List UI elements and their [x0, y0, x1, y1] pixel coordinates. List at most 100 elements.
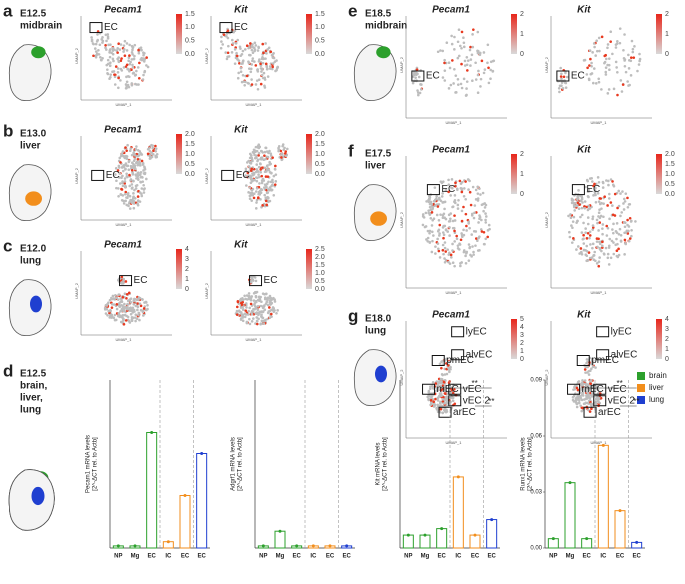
cell [125, 174, 129, 178]
cell [250, 63, 254, 66]
cell [616, 70, 619, 74]
point [261, 544, 265, 548]
cell [589, 382, 592, 385]
cell [572, 394, 576, 397]
cell [265, 182, 269, 186]
cell [441, 192, 444, 195]
cell [129, 312, 133, 316]
cell [598, 208, 601, 211]
cell [254, 64, 258, 67]
cell [247, 53, 251, 57]
cell [268, 316, 272, 319]
cell [462, 228, 465, 232]
cell [138, 302, 142, 306]
cell [267, 168, 271, 172]
cell [225, 35, 228, 38]
cell [585, 237, 589, 240]
embryo-outline [8, 44, 52, 101]
cell [415, 73, 418, 77]
cell [604, 73, 608, 76]
cell [593, 189, 597, 193]
bar [597, 444, 609, 549]
cell [449, 217, 452, 221]
cell [128, 43, 131, 47]
sig-label: ** [633, 397, 639, 406]
cell [438, 232, 441, 235]
x-tick-label: IC [310, 554, 317, 560]
cell [241, 319, 245, 323]
cell [124, 167, 127, 171]
cell [463, 187, 466, 190]
cell [154, 144, 157, 148]
cell [154, 147, 158, 150]
cell [263, 86, 267, 89]
cell [248, 306, 252, 310]
cell [440, 360, 443, 364]
cell [478, 187, 481, 190]
cell [260, 315, 263, 318]
cell [609, 256, 613, 260]
cell [465, 63, 469, 67]
cell [266, 298, 269, 301]
cell [237, 71, 240, 75]
cell [447, 61, 451, 64]
cell [245, 184, 248, 187]
cell [244, 167, 248, 171]
cell [616, 39, 619, 43]
cell [581, 384, 584, 387]
cell [451, 261, 455, 265]
cell [456, 56, 460, 60]
cell [274, 173, 278, 176]
cell [592, 42, 596, 45]
cell [267, 180, 270, 184]
cell [122, 199, 125, 203]
cell [280, 158, 284, 161]
cell [476, 192, 480, 195]
gene-name: Pecam1 [432, 5, 470, 16]
cell [276, 65, 280, 69]
bar [436, 528, 448, 549]
cluster-label: EC [234, 22, 248, 33]
cell [118, 172, 122, 175]
cell [630, 234, 633, 238]
cell [607, 183, 610, 187]
cell [227, 55, 231, 58]
cell [474, 61, 477, 65]
cell [254, 145, 258, 149]
cell [128, 149, 132, 153]
cell [130, 168, 134, 172]
cell [442, 212, 446, 216]
cell [130, 153, 134, 157]
colorbar-label: 0 [665, 51, 669, 58]
cell [580, 398, 584, 402]
cell [603, 60, 607, 64]
cell [250, 156, 254, 160]
cell [260, 300, 263, 304]
cell [628, 83, 631, 87]
cell [119, 59, 123, 63]
cell [132, 202, 136, 205]
cell [481, 191, 485, 195]
cell [621, 83, 625, 86]
bar [402, 534, 414, 549]
cell [474, 237, 478, 240]
cell [579, 404, 582, 408]
cell [245, 44, 249, 48]
cell [426, 236, 430, 240]
cell [106, 33, 110, 36]
cell [583, 200, 587, 203]
x-tick-label: EC [197, 554, 206, 560]
cell [589, 369, 592, 372]
cell [592, 67, 596, 70]
cell [135, 145, 138, 148]
cell [596, 221, 599, 225]
cell [589, 72, 593, 76]
cell [428, 231, 431, 235]
cell [588, 64, 591, 67]
cell [252, 307, 255, 311]
cell [113, 75, 117, 79]
cell [284, 154, 288, 158]
cell [429, 216, 433, 220]
gene-name: Kit [234, 240, 248, 251]
cell [453, 67, 456, 71]
